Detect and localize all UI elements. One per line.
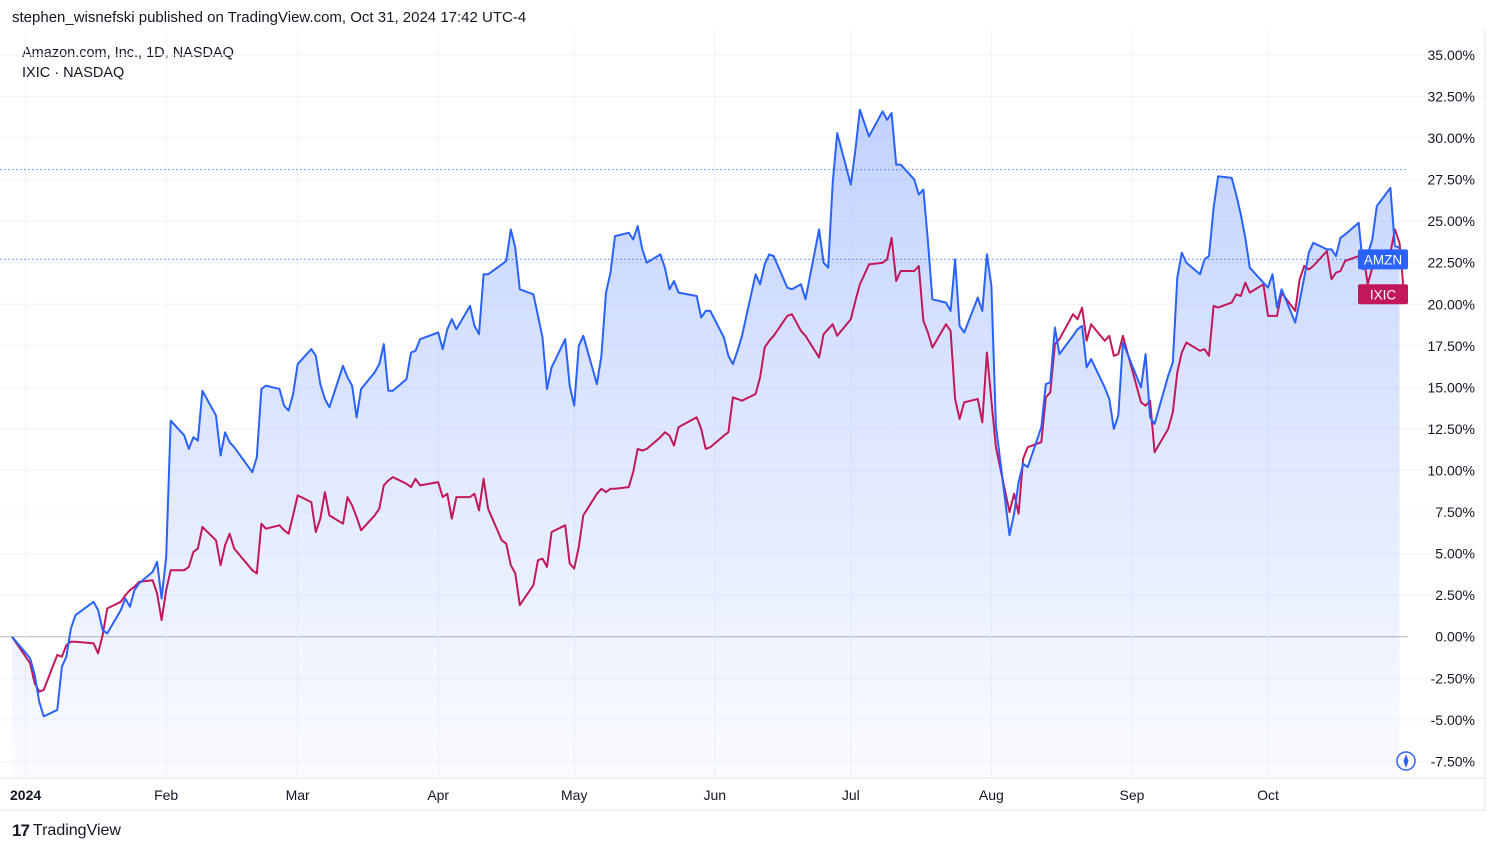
price-badge-bg [1358,249,1408,270]
tradingview-brand: TradingView [32,822,121,839]
series-line-ixic [11,228,1405,693]
y-tick-label: 0.00% [1435,629,1475,645]
y-tick-label: 2.50% [1435,587,1475,603]
price-badge-amzn: AMZN [1358,249,1408,270]
y-tick-label: 27.50% [1428,172,1475,188]
y-axis[interactable]: 35.00% 32.50% 30.00% 27.50% 25.00% 22.50% 20.0… [1428,47,1475,769]
x-tick-label: 2024 [10,787,41,803]
x-tick-label: Apr [427,787,449,803]
x-tick-label: Aug [979,787,1004,803]
y-tick-label: 5.00% [1435,546,1475,562]
price-badge-bg [1358,284,1408,305]
y-tick-label: 20.00% [1428,296,1475,312]
x-tick-label: May [561,787,587,803]
publish-header: stephen_wisnefski published on TradingVi… [12,9,527,26]
y-tick-label: 32.50% [1428,88,1475,104]
plot-area[interactable] [11,108,1405,778]
y-tick-label: -5.00% [1431,712,1475,728]
x-tick-label: Oct [1257,787,1279,803]
legend-symbol-ixic[interactable]: IXIC · NASDAQ [22,65,125,81]
y-tick-label: 15.00% [1428,379,1475,395]
y-tick-label: 30.00% [1428,130,1475,146]
series-area-amzn [12,109,1400,778]
y-tick-label: 7.50% [1435,504,1475,520]
chart-legend: Amazon.com, Inc., 1D, NASDAQ IXIC · NASD… [22,43,234,83]
x-tick-label: Jul [842,787,860,803]
tradingview-logo[interactable]: 17 TradingView [12,821,121,841]
x-tick-label: Sep [1119,787,1144,803]
y-tick-label: 22.50% [1428,255,1475,271]
price-badges: AMZN IXIC [1358,249,1408,305]
price-badge-ixic: IXIC [1358,284,1408,305]
x-tick-label: Feb [154,787,178,803]
y-tick-label: 10.00% [1428,462,1475,478]
y-tick-label: 25.00% [1428,213,1475,229]
y-tick-label: 17.50% [1428,338,1475,354]
tradingview-mark-icon: 17 [12,821,30,840]
y-tick-label: -2.50% [1431,670,1475,686]
x-axis[interactable]: 2024 Feb Mar Apr May Jun Jul Aug Sep Oct [10,787,1279,803]
series-line-amzn [11,108,1400,718]
y-tick-label: 35.00% [1428,47,1475,63]
x-tick-label: Mar [286,787,310,803]
x-tick-label: Jun [704,787,727,803]
y-tick-label: -7.50% [1431,753,1475,769]
price-badge-label: AMZN [1364,252,1402,267]
y-tick-label: 12.50% [1428,421,1475,437]
compass-icon[interactable] [1396,751,1416,771]
price-badge-label: IXIC [1370,287,1397,302]
legend-symbol-amzn[interactable]: Amazon.com, Inc., 1D, NASDAQ [22,45,234,61]
